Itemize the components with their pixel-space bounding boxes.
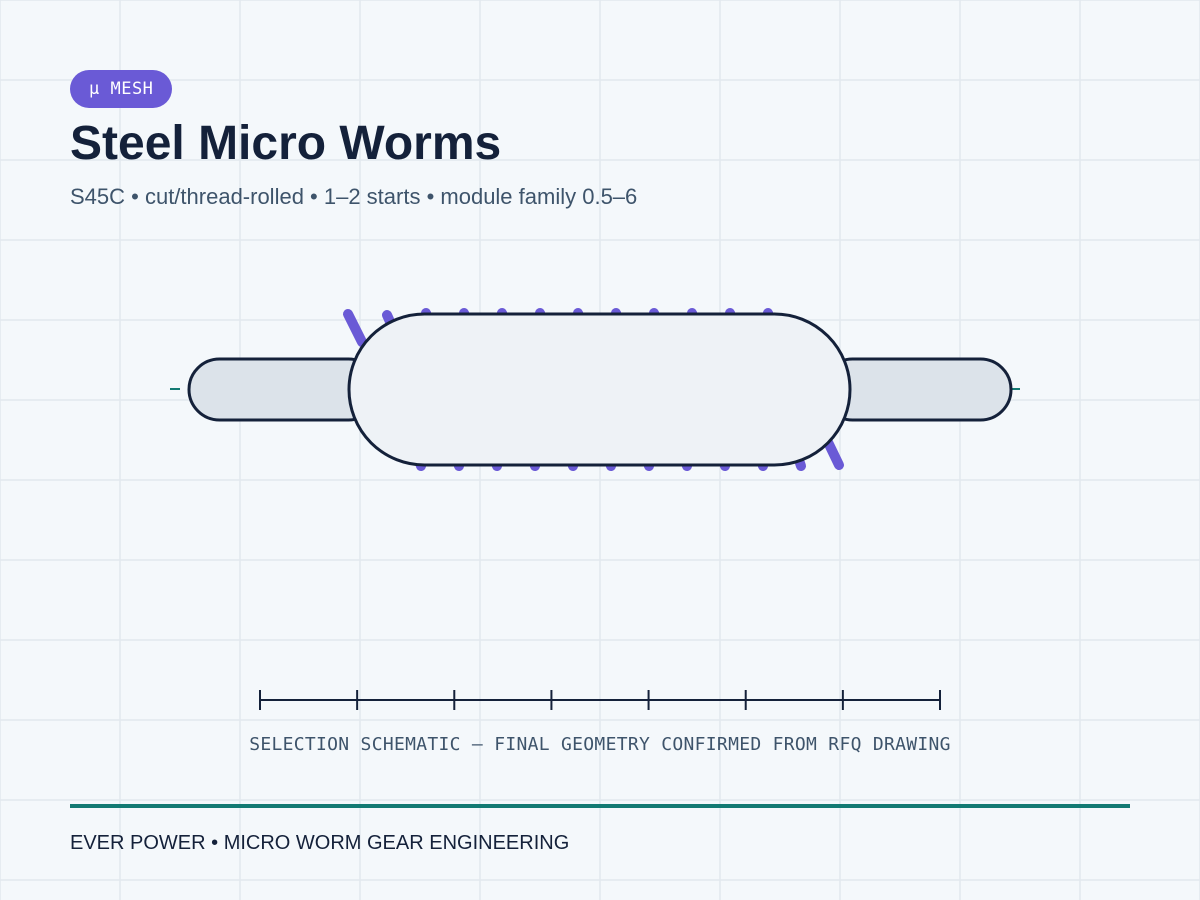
schematic-caption: SELECTION SCHEMATIC — FINAL GEOMETRY CON…	[249, 734, 951, 755]
page-subtitle: S45C • cut/thread-rolled • 1–2 starts • …	[70, 184, 638, 209]
scale-bar	[259, 690, 941, 710]
thread-tooth	[795, 458, 806, 471]
footer-text: EVER POWER • MICRO WORM GEAR ENGINEERING	[70, 832, 570, 854]
mesh-badge: µ MESH	[70, 70, 173, 108]
footer-divider	[70, 804, 1130, 808]
worm-body	[347, 312, 852, 467]
thread-tooth-end	[343, 309, 367, 347]
page-title: Steel Micro Worms	[70, 117, 502, 170]
